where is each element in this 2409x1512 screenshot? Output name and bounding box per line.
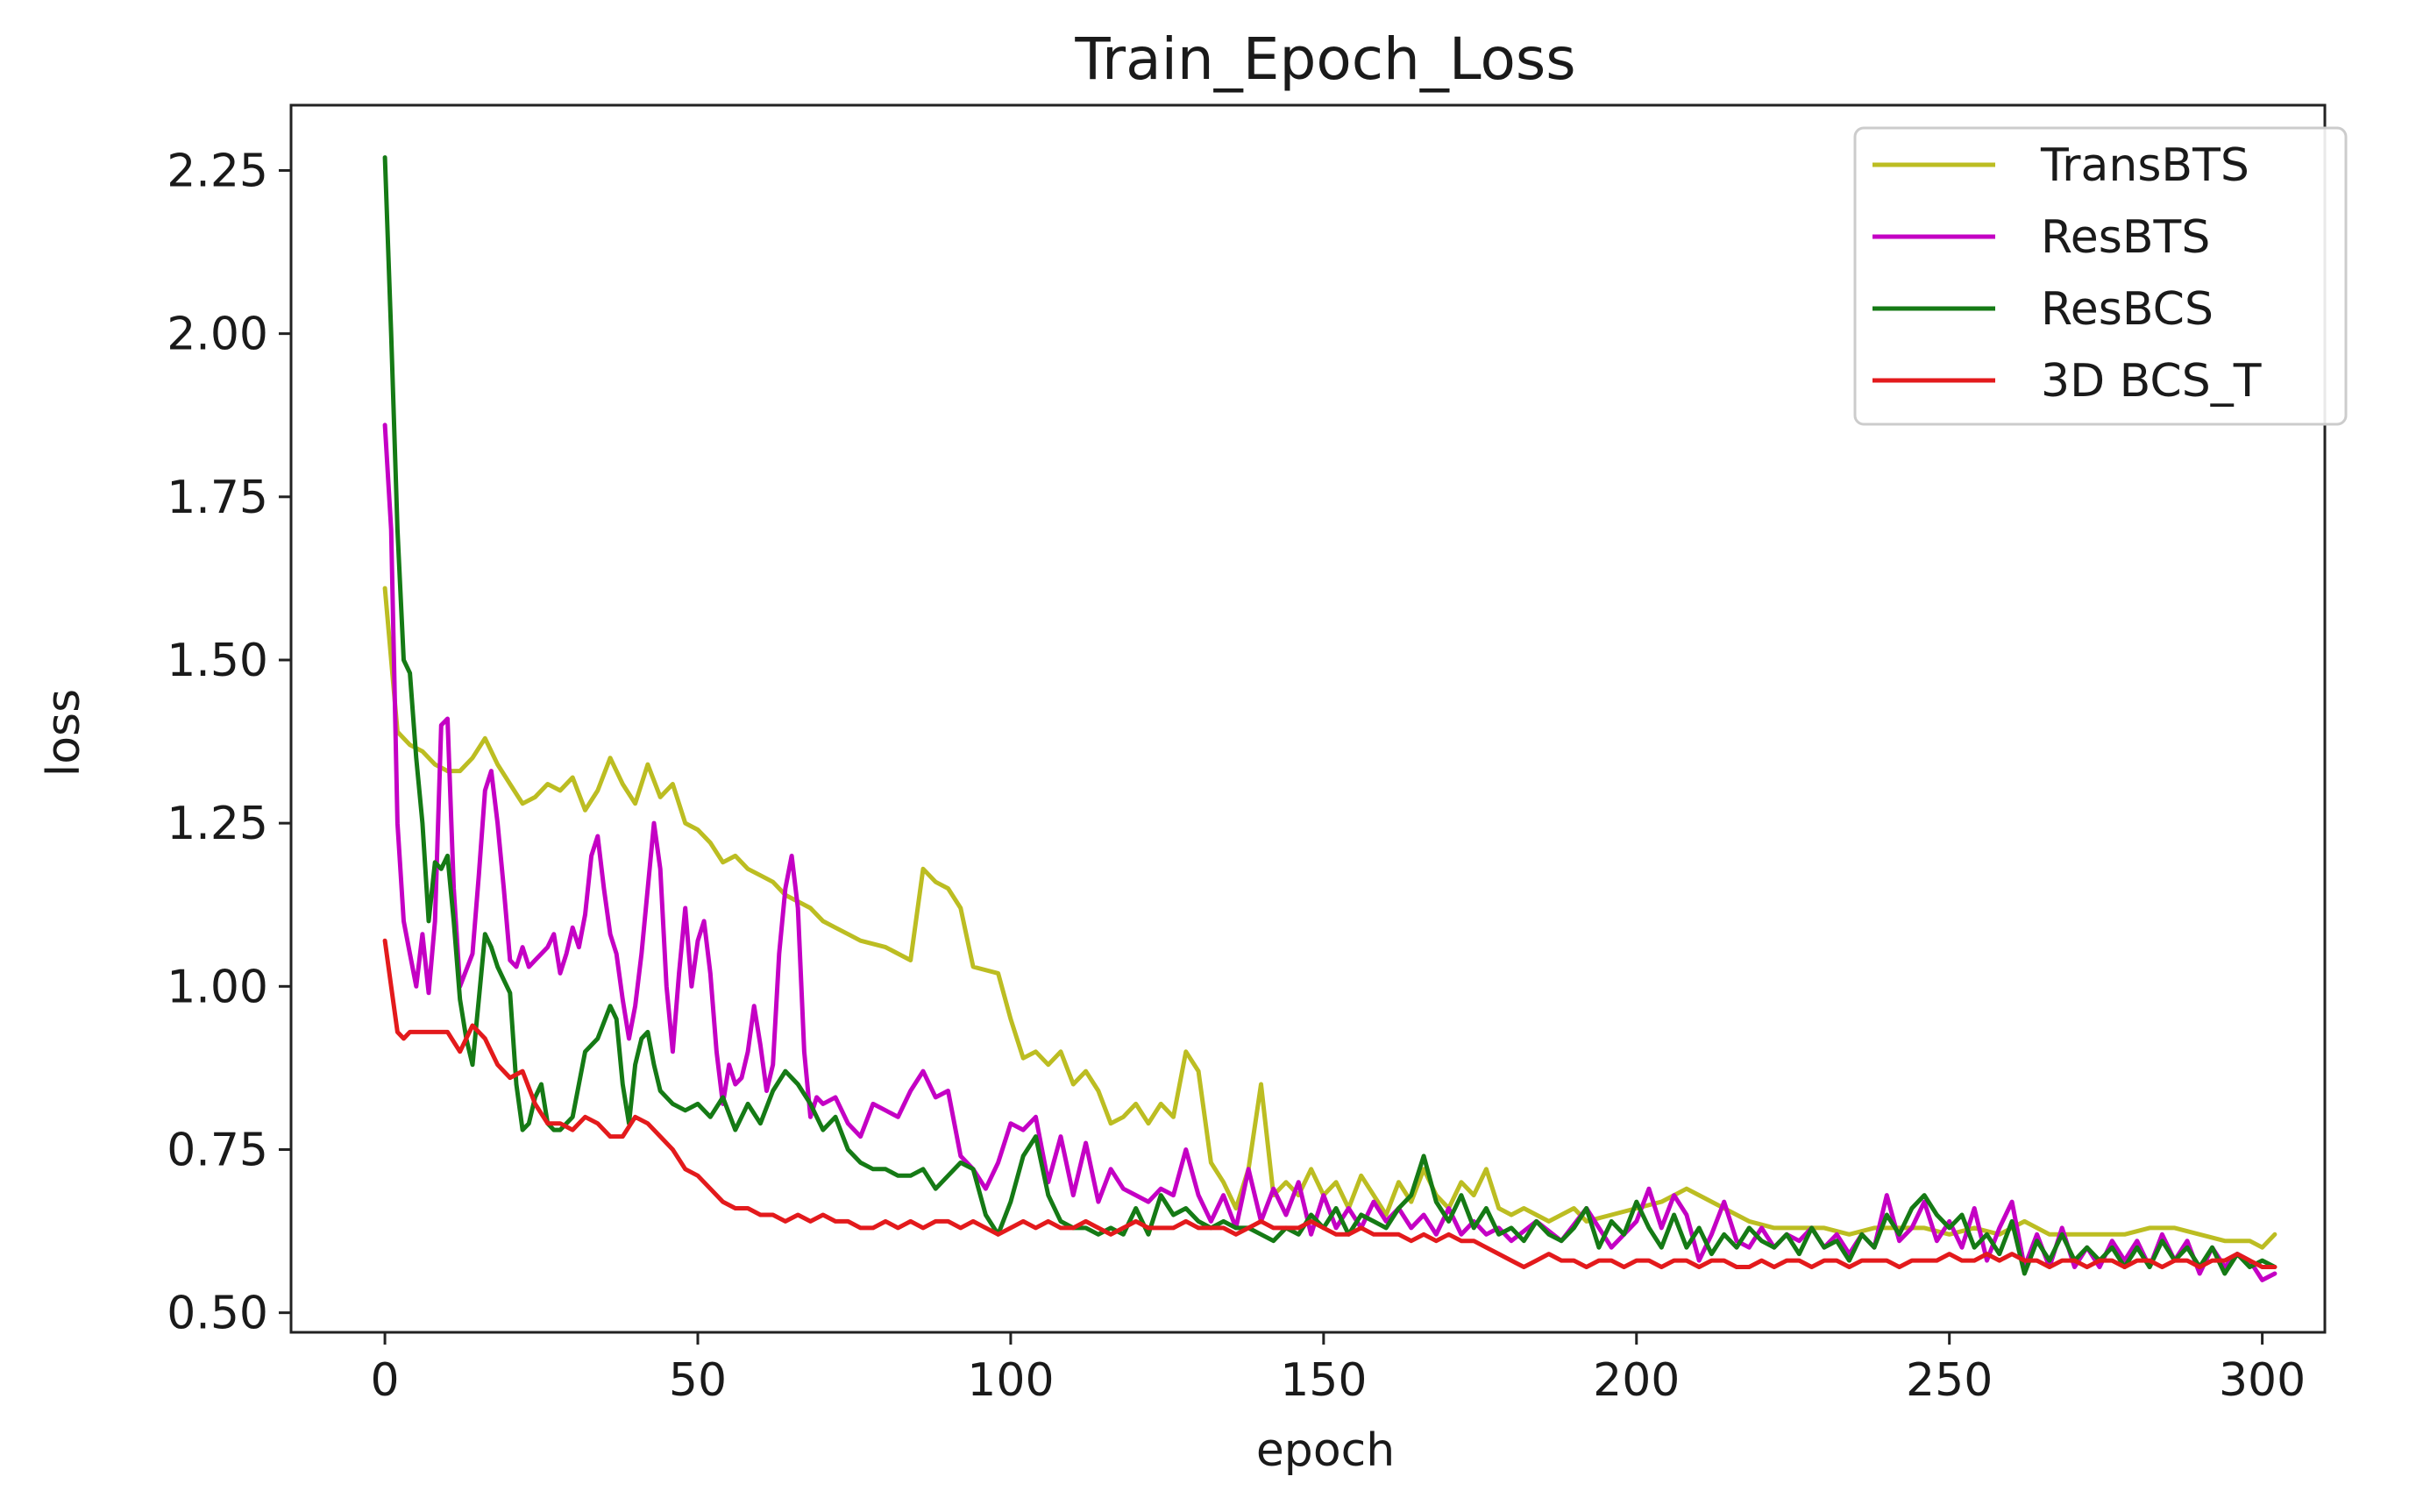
series-line-2	[382, 155, 2278, 1276]
y-tick-label: 2.25	[167, 145, 268, 197]
series-lines	[382, 155, 2278, 1282]
chart-title: Train_Epoch_Loss	[1074, 25, 1575, 93]
legend-label: 3D BCS_T	[2041, 355, 2262, 408]
series-line-3	[382, 938, 2278, 1269]
x-tick-label: 250	[1906, 1354, 1993, 1407]
series-line-1	[382, 422, 2278, 1282]
axis-ticks: 0 50 100 150 200 250 300 0.50 0.75 1.00 1.25 1.50 1.…	[167, 145, 2306, 1407]
y-tick-label: 1.75	[167, 472, 268, 524]
y-tick-label: 1.25	[167, 798, 268, 850]
legend-label: ResBTS	[2041, 211, 2210, 264]
x-tick-label: 200	[1593, 1354, 1680, 1407]
x-tick-label: 300	[2219, 1354, 2306, 1407]
x-tick-label: 150	[1280, 1354, 1367, 1407]
legend-box	[1853, 126, 2348, 426]
x-tick-label: 0	[371, 1354, 400, 1407]
legend-label: ResBCS	[2041, 283, 2214, 336]
y-tick-label: 1.00	[167, 961, 268, 1013]
x-axis-label: epoch	[1256, 1424, 1395, 1477]
y-axis-label: loss	[38, 689, 90, 777]
y-tick-label: 1.50	[167, 635, 268, 687]
x-tick-label: 100	[967, 1354, 1054, 1407]
y-tick-label: 0.75	[167, 1124, 268, 1176]
plot-frame	[289, 103, 2327, 1334]
y-tick-label: 0.50	[167, 1288, 268, 1340]
series-line-0	[382, 586, 2278, 1250]
legend-label: TransBTS	[2040, 139, 2249, 192]
x-tick-label: 50	[669, 1354, 727, 1407]
y-tick-label: 2.00	[167, 309, 268, 361]
legend: TransBTS ResBTS ResBCS 3D BCS_T	[1853, 126, 2348, 426]
